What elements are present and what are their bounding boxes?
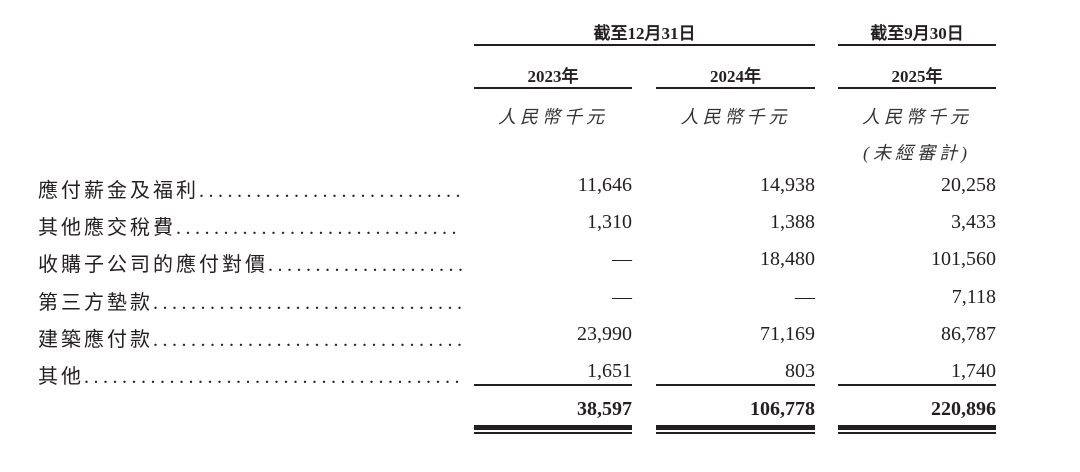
row-value: 1,740 [951, 360, 996, 382]
row-value: 1,651 [587, 360, 632, 382]
subtotal-rule [656, 384, 815, 386]
year-rule [838, 87, 996, 89]
double-underline [838, 425, 996, 430]
row-value: 11,646 [577, 174, 632, 196]
row-value: 23,990 [577, 323, 632, 345]
row-value: — [795, 286, 815, 308]
double-underline [474, 425, 632, 430]
row-label: 其他......................................… [38, 360, 462, 389]
row-value: 71,169 [760, 323, 815, 345]
row-value: 803 [785, 360, 815, 382]
period-header-sep30: 截至9月30日 [870, 24, 964, 43]
year-rule [474, 87, 632, 89]
year-header-2024: 2024年 [710, 67, 761, 86]
row-value: 14,938 [760, 174, 815, 196]
leader-dots: ........................................… [84, 366, 462, 388]
row-label: 建築應付款...................................… [38, 323, 462, 352]
double-underline [656, 432, 815, 434]
double-underline [838, 432, 996, 434]
subtotal-rule [838, 384, 996, 386]
double-underline [474, 432, 632, 434]
total-value-2025: 220,896 [931, 398, 996, 420]
row-label-text: 其他 [38, 366, 84, 388]
row-label-text: 應付薪金及福利 [38, 180, 199, 202]
unit-label: 人民幣千元 [680, 107, 791, 127]
row-label: 第三方墊款...................................… [38, 286, 462, 315]
row-value: — [612, 286, 632, 308]
row-label-text: 第三方墊款 [38, 292, 153, 314]
row-label: 收購子公司的應付對價..............................… [38, 248, 462, 277]
row-label-text: 其他應交稅費 [38, 217, 176, 239]
year-header-2025: 2025年 [891, 67, 943, 86]
leader-dots: ........................................… [199, 180, 462, 202]
header-rule [474, 44, 815, 46]
row-value: 1,388 [770, 211, 815, 233]
unaudited-note: (未經審計) [863, 143, 971, 163]
row-label: 其他應交稅費..................................… [38, 211, 462, 240]
unit-label: 人民幣千元 [862, 107, 972, 127]
row-value: 20,258 [941, 174, 996, 196]
leader-dots: ........................................… [268, 254, 462, 276]
row-label-text: 建築應付款 [38, 329, 153, 351]
leader-dots: ........................................… [153, 292, 462, 314]
row-value: 101,560 [931, 248, 996, 270]
leader-dots: ........................................… [176, 217, 462, 239]
row-label: 應付薪金及福利.................................… [38, 174, 462, 203]
total-value-2024: 106,778 [750, 398, 815, 420]
double-underline [656, 425, 815, 430]
subtotal-rule [474, 384, 632, 386]
period-header-dec31: 截至12月31日 [593, 24, 696, 43]
row-value: 18,480 [760, 248, 815, 270]
row-label-text: 收購子公司的應付對價 [38, 254, 268, 276]
header-rule [838, 44, 996, 46]
leader-dots: ........................................… [153, 329, 462, 351]
row-value: 3,433 [951, 211, 996, 233]
year-header-2023: 2023年 [527, 67, 579, 86]
row-value: — [612, 248, 632, 270]
unit-label: 人民幣千元 [498, 107, 608, 127]
row-value: 1,310 [587, 211, 632, 233]
row-value: 7,118 [951, 286, 996, 308]
row-value: 86,787 [941, 323, 996, 345]
year-rule [656, 87, 815, 89]
total-value-2023: 38,597 [577, 398, 632, 420]
